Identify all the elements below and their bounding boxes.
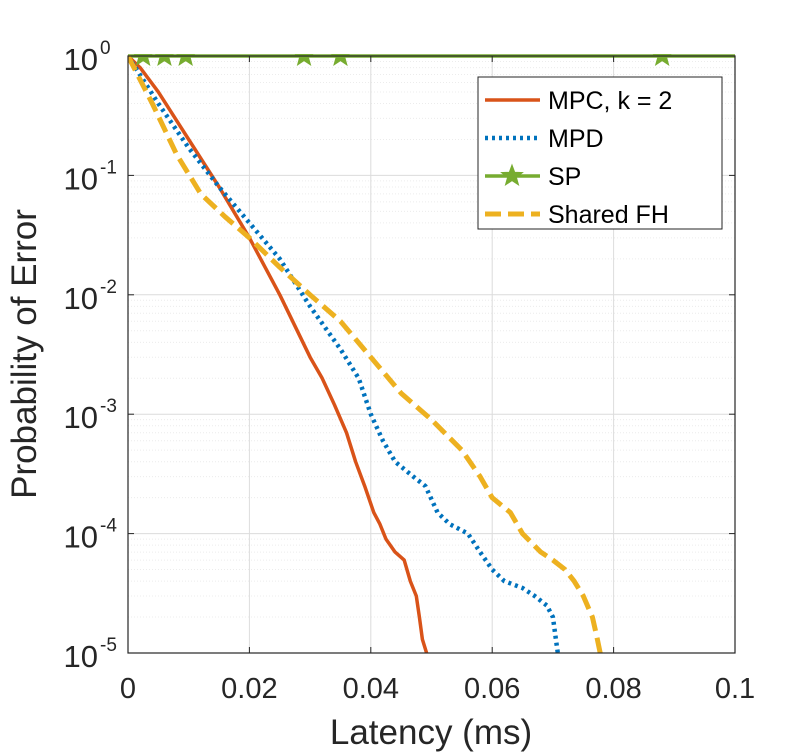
x-tick-label: 0.04 <box>343 673 399 705</box>
series-shared-fh <box>128 54 603 654</box>
y-tick-label-exponent: 0 <box>100 38 111 59</box>
x-axis-label: Latency (ms) <box>330 713 532 752</box>
series-marker-star <box>154 54 174 67</box>
series-marker-star <box>133 54 153 67</box>
y-tick-label-exponent: -2 <box>100 277 117 298</box>
legend-label-mpc-k-2: MPC, k = 2 <box>548 87 672 115</box>
y-tick-label: 10 <box>64 639 98 674</box>
y-tick-label: 10 <box>64 281 98 316</box>
series-marker-star <box>330 54 350 67</box>
series-line-mpd <box>128 54 561 654</box>
y-tick-label: 10 <box>64 42 98 77</box>
x-tick-label: 0.06 <box>464 673 520 705</box>
y-tick-label-exponent: -5 <box>100 635 117 656</box>
series-marker-star <box>294 54 314 67</box>
x-tick-label: 0.02 <box>221 673 277 705</box>
x-tick-label: 0.1 <box>715 673 755 705</box>
y-tick-label: 10 <box>64 520 98 555</box>
y-tick-label-exponent: -1 <box>100 157 117 178</box>
x-tick-label: 0.08 <box>585 673 641 705</box>
y-axis-label: Probability of Error <box>5 209 44 499</box>
legend-label-sp: SP <box>548 163 581 191</box>
legend-label-mpd: MPD <box>548 125 604 153</box>
y-tick-label-exponent: -4 <box>100 516 117 537</box>
series-marker-star <box>652 54 672 67</box>
series-line-shared-fh <box>128 54 603 654</box>
series-marker-star <box>176 54 196 67</box>
legend-entries: MPC, k = 2 MPD SP Shared FH <box>485 87 672 229</box>
plot-area-frame <box>127 55 736 654</box>
y-tick-label: 10 <box>64 161 98 196</box>
ticks: 0 0.02 0.04 0.06 0.08 0.110-510-410-310-210-1… <box>64 38 756 705</box>
legend: MPC, k = 2 MPD SP Shared FH <box>477 76 723 230</box>
legend-box <box>477 76 723 230</box>
legend-swatch-star <box>500 163 524 187</box>
legend-label-shared-fh: Shared FH <box>548 201 669 229</box>
y-tick-label: 10 <box>64 400 98 435</box>
x-tick-label: 0 <box>120 673 136 705</box>
y-tick-label-exponent: -3 <box>100 396 117 417</box>
series-mpd <box>128 54 561 654</box>
